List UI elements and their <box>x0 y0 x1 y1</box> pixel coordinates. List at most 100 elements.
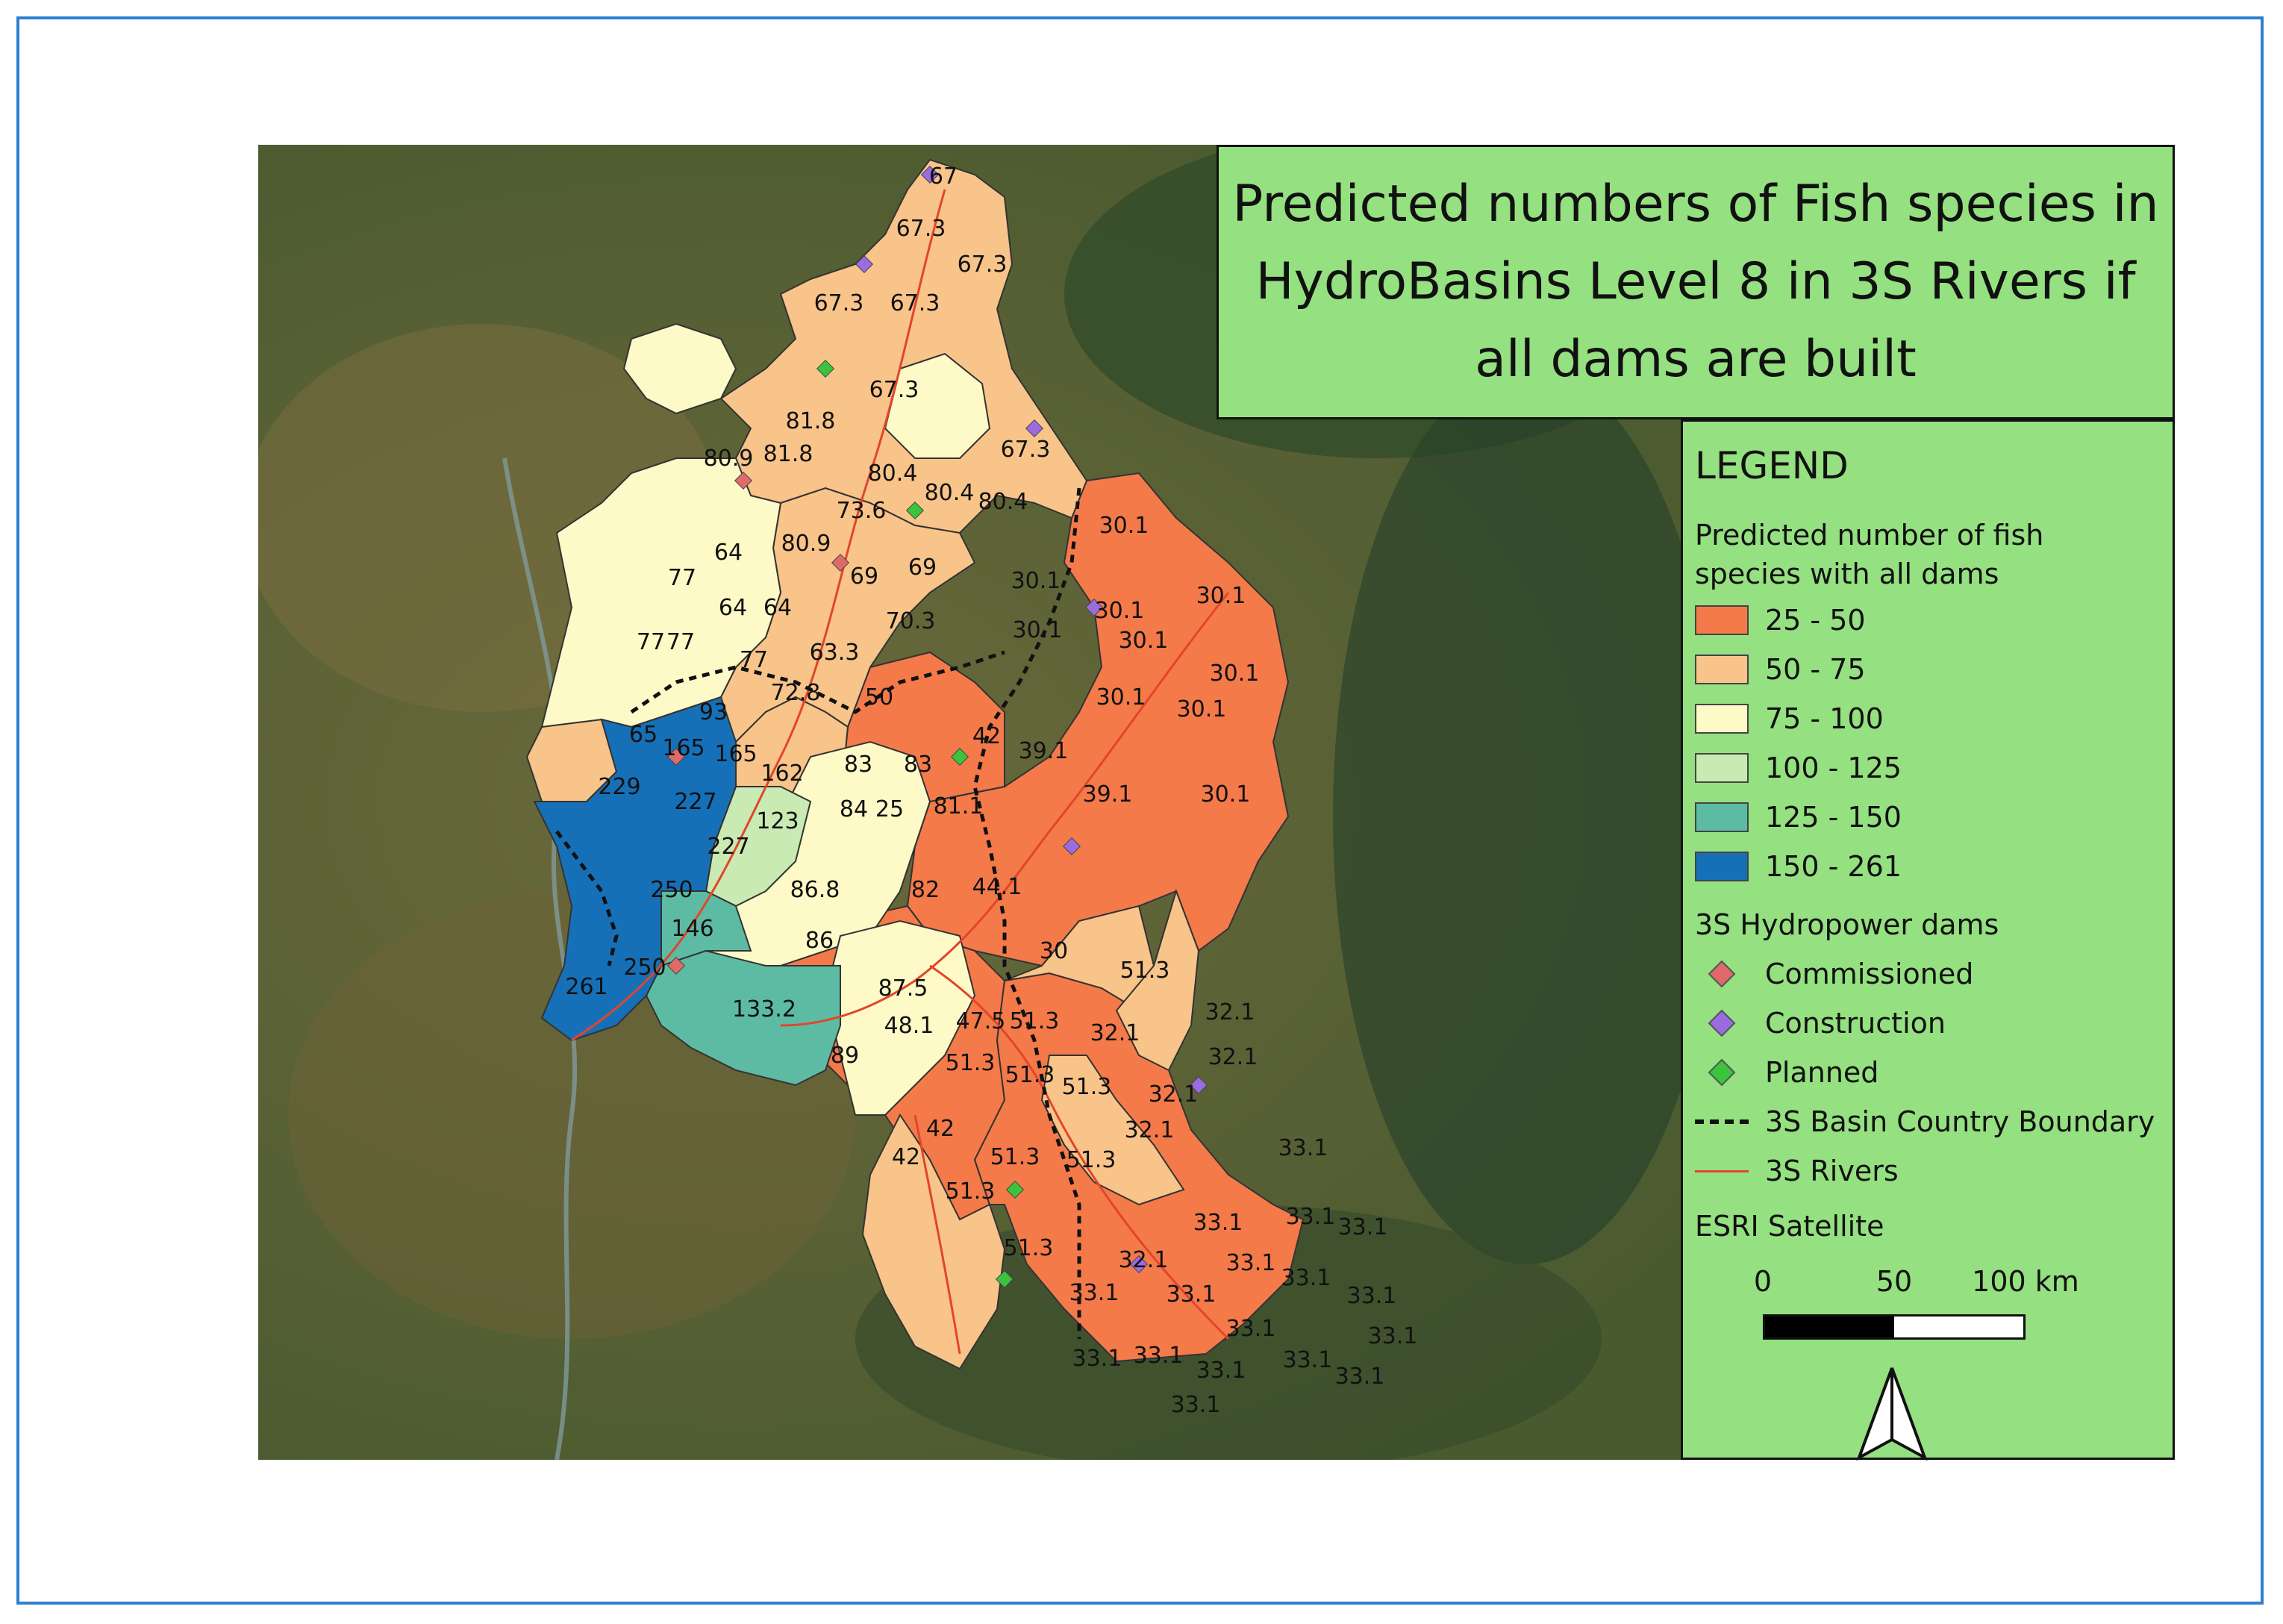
basin-label: 72.8 <box>771 680 821 706</box>
scale-bar: 0 50 100 km <box>1743 1265 2079 1355</box>
legend-rivers-row: 3S Rivers <box>1695 1149 1899 1193</box>
dam-planned-marker <box>1005 1180 1025 1199</box>
basin-label: 30.1 <box>1096 684 1146 710</box>
basin-label: 30.1 <box>1099 513 1149 539</box>
scale-label: 0 <box>1753 1265 1773 1298</box>
basin-label: 80.9 <box>704 446 754 472</box>
map-title-box: Predicted numbers of Fish species in Hyd… <box>1217 145 2175 419</box>
legend-class-label: 25 - 50 <box>1765 604 1866 637</box>
basin-label: 67 <box>929 163 958 190</box>
basin-label: 32.1 <box>1208 1044 1258 1070</box>
dam-construction-marker <box>855 254 874 274</box>
dam-construction-marker <box>920 165 940 184</box>
dam-commissioned-marker <box>666 956 686 975</box>
basin-label: 33.1 <box>1069 1280 1119 1306</box>
basin-label: 30.1 <box>1177 696 1227 722</box>
basin-label: 70.3 <box>886 608 936 634</box>
legend-class-row: 75 - 100 <box>1695 696 1884 741</box>
river-line <box>913 1114 961 1355</box>
scale-label: 50 <box>1876 1265 1913 1298</box>
basin-label: 67.3 <box>896 216 946 242</box>
basin-label: 67.3 <box>814 290 864 316</box>
basin-label: 33.1 <box>1196 1358 1246 1384</box>
legend-class-label: 125 - 150 <box>1765 801 1902 834</box>
river-line <box>571 189 946 1042</box>
basin-label: 250 <box>623 955 666 981</box>
legend-class-row: 25 - 50 <box>1695 598 1866 643</box>
legend-swatch <box>1695 605 1749 635</box>
basin-label: 33.1 <box>1335 1364 1385 1390</box>
legend-box: LEGEND Predicted number of fish species … <box>1681 419 2175 1461</box>
dam-construction-marker <box>1062 837 1081 856</box>
legend-class-label: 75 - 100 <box>1765 702 1884 735</box>
basin-label: 33.1 <box>1167 1281 1217 1308</box>
legend-swatch <box>1695 704 1749 734</box>
basin-label: 33.1 <box>1226 1250 1276 1276</box>
basin-label: 32.1 <box>1090 1020 1140 1046</box>
legend-class-label: 150 - 261 <box>1765 850 1902 883</box>
legend-dam-row: Planned <box>1695 1050 1878 1095</box>
legend-class-row: 100 - 125 <box>1695 746 1902 790</box>
basin-label: 86 <box>805 928 834 954</box>
basin-label: 87.5 <box>878 975 928 1002</box>
dam-construction-marker <box>1129 1255 1149 1274</box>
basin-label: 51.3 <box>1062 1074 1112 1100</box>
basin-label: 81.8 <box>763 441 813 467</box>
basin-label: 50 <box>865 684 893 710</box>
basin-label: 250 <box>650 877 693 903</box>
legend-dam-row: Construction <box>1695 1001 1946 1046</box>
legend-boundary-row: 3S Basin Country Boundary <box>1695 1099 2155 1144</box>
basin-label: 33.1 <box>1193 1210 1243 1236</box>
basin-label: 39.1 <box>1019 738 1069 764</box>
basin-label: 123 <box>756 808 799 834</box>
basin-label: 39.1 <box>1083 781 1133 808</box>
basin-label: 33.1 <box>1171 1392 1221 1418</box>
basin-label: 67.3 <box>890 290 940 316</box>
basin-label: 51.3 <box>1005 1062 1055 1088</box>
dam-commissioned-marker <box>831 553 850 572</box>
dam-planned-marker <box>995 1269 1014 1289</box>
basin-label: 30.1 <box>1119 628 1169 654</box>
basin-label: 77 <box>740 647 768 673</box>
legend-class-row: 50 - 75 <box>1695 647 1866 692</box>
legend-dam-label: Planned <box>1765 1056 1879 1089</box>
legend-rivers-label: 3S Rivers <box>1765 1155 1899 1187</box>
basin-label: 30.1 <box>1011 568 1061 594</box>
basin-label: 33.1 <box>1072 1346 1122 1372</box>
basin-label: 165 <box>662 735 705 761</box>
basin-label: 227 <box>707 834 749 860</box>
basin-label: 30.1 <box>1210 660 1260 687</box>
dashed-line-icon <box>1695 1119 1749 1124</box>
legend-class-row: 150 - 261 <box>1695 844 1902 889</box>
basin-label: 67.3 <box>958 252 1008 278</box>
dam-commissioned-marker <box>666 747 686 766</box>
basin-label: 133.2 <box>732 996 796 1022</box>
dam-planned-marker <box>950 747 969 766</box>
legend-dam-label: Commissioned <box>1765 958 1974 990</box>
river-line <box>929 964 1230 1340</box>
basin-labels: 67 67.3 67.3 67.3 67.3 67.3 67.3 81.8 80… <box>565 163 1417 1418</box>
basin-150-261 <box>533 696 737 1042</box>
dam-planned-marker <box>905 501 925 520</box>
basin-label: 77 <box>668 565 696 591</box>
basin-label: 30 <box>1040 938 1068 964</box>
basin-label: 80.4 <box>978 489 1028 515</box>
basin-label: 33.1 <box>1286 1204 1336 1230</box>
basin-label: 81.8 <box>786 408 836 434</box>
basin-label: 48.1 <box>884 1013 934 1039</box>
scale-bar-graphic <box>1763 1314 2026 1340</box>
basin-label: 82 <box>911 877 940 903</box>
basin-label: 42 <box>972 723 1001 749</box>
legend-swatch <box>1695 655 1749 684</box>
basin-label: 86.8 <box>790 877 840 903</box>
basin-label: 32.1 <box>1125 1117 1175 1143</box>
basin-label: 162 <box>761 761 803 787</box>
basin-label: 227 <box>674 789 716 815</box>
basin-label: 51.3 <box>946 1050 996 1076</box>
basin-label: 73.6 <box>837 498 887 524</box>
legend-basemap-label: ESRI Satellite <box>1695 1210 1884 1243</box>
basin-75-100 <box>540 457 782 728</box>
basin-label: 33.1 <box>1278 1135 1328 1161</box>
basin-label: 83 <box>904 752 932 778</box>
dam-construction-marker <box>1025 419 1044 438</box>
